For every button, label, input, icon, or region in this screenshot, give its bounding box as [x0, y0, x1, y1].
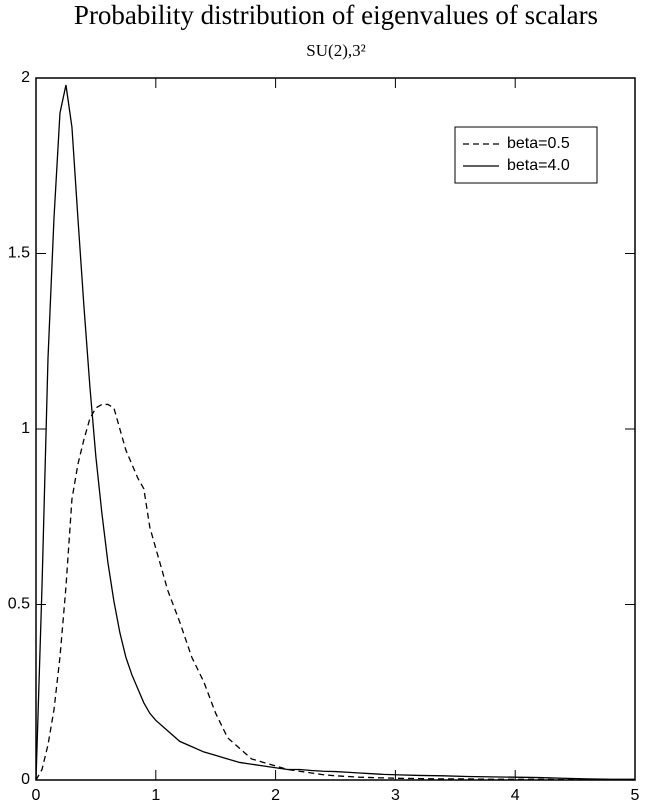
chart-subtitle: SU(2),3²	[306, 41, 365, 60]
series-line	[35, 84, 635, 781]
x-tick-label: 5	[631, 787, 640, 804]
x-tick-label: 2	[271, 787, 280, 804]
legend-label: beta=0.5	[507, 135, 570, 152]
x-tick-label: 0	[32, 787, 41, 804]
y-tick-label: 1.5	[8, 245, 30, 262]
x-tick-label: 3	[391, 787, 400, 804]
legend-box	[454, 126, 598, 184]
y-tick-label: 2	[21, 69, 30, 86]
series-line	[35, 403, 636, 781]
x-tick-label: 1	[151, 787, 160, 804]
x-tick-label: 4	[511, 787, 520, 804]
chart-title: Probability distribution of eigenvalues …	[74, 0, 598, 30]
y-tick-label: 0	[21, 771, 30, 788]
legend-label: beta=4.0	[507, 157, 570, 174]
y-tick-label: 1	[21, 420, 30, 437]
y-tick-label: 0.5	[8, 596, 30, 613]
